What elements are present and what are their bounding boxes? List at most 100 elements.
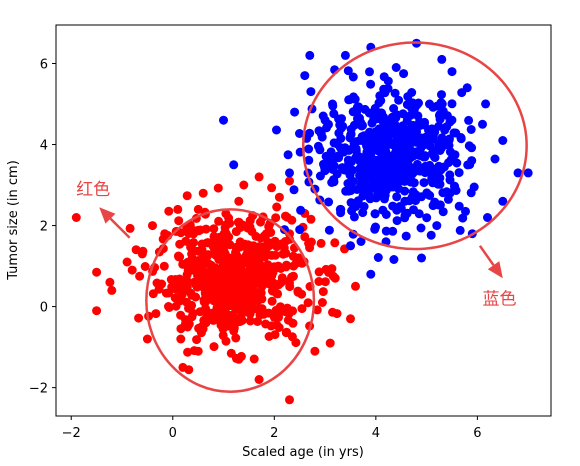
- x-tick-label: 0: [169, 426, 177, 441]
- data-point: [366, 269, 376, 279]
- x-tick-label: 4: [372, 426, 380, 441]
- data-point: [272, 202, 282, 212]
- data-point: [454, 168, 464, 178]
- data-point: [332, 309, 342, 319]
- data-point: [324, 225, 334, 235]
- data-point: [490, 154, 500, 164]
- data-point: [362, 182, 372, 192]
- data-point: [224, 298, 234, 308]
- data-point: [232, 250, 241, 260]
- data-point: [296, 205, 306, 215]
- data-point: [391, 63, 401, 72]
- data-point: [435, 173, 445, 183]
- data-point: [281, 262, 291, 272]
- data-point: [450, 181, 459, 191]
- data-point: [135, 271, 145, 281]
- annotation-arrow-shaft: [478, 245, 495, 266]
- data-point: [445, 188, 455, 198]
- data-point: [344, 95, 354, 105]
- data-point: [358, 174, 368, 184]
- data-point: [346, 241, 355, 251]
- data-point: [271, 213, 281, 223]
- data-point: [330, 238, 340, 248]
- data-point: [406, 177, 416, 187]
- data-point: [343, 155, 353, 165]
- data-point: [478, 119, 487, 129]
- data-point: [127, 265, 137, 275]
- data-point: [312, 305, 322, 315]
- y-axis-ticks: −2 0 2 4 6: [29, 57, 56, 397]
- data-point: [434, 200, 444, 210]
- annotation-arrow-shaft: [109, 217, 131, 239]
- data-point: [264, 332, 274, 341]
- data-point: [176, 310, 186, 320]
- data-point: [238, 304, 248, 314]
- data-point: [376, 114, 386, 124]
- data-point: [209, 342, 219, 352]
- data-point: [278, 249, 288, 259]
- points-layer: [71, 38, 533, 405]
- data-point: [340, 50, 350, 60]
- data-point: [435, 114, 445, 124]
- data-point: [455, 225, 465, 235]
- data-point: [254, 172, 264, 182]
- data-point: [209, 224, 219, 234]
- data-point: [398, 109, 408, 119]
- data-point: [365, 67, 374, 77]
- data-point: [379, 163, 389, 173]
- data-point: [137, 249, 147, 259]
- data-point: [272, 125, 281, 135]
- annotation-arrow-head: [487, 261, 503, 279]
- data-point: [325, 338, 335, 348]
- data-point: [349, 212, 359, 222]
- data-point: [182, 191, 192, 201]
- data-point: [176, 228, 186, 238]
- data-point: [218, 330, 228, 340]
- data-point: [184, 319, 194, 329]
- data-point: [256, 217, 265, 227]
- data-point: [209, 231, 219, 241]
- data-point: [324, 197, 334, 207]
- data-point: [388, 226, 398, 236]
- data-point: [365, 127, 375, 137]
- annotation-arrow-head: [99, 207, 116, 224]
- data-point: [171, 275, 180, 284]
- data-point: [391, 149, 401, 159]
- data-point: [245, 316, 255, 326]
- data-point: [462, 83, 472, 93]
- data-point: [370, 103, 380, 113]
- data-point: [348, 72, 358, 82]
- annotation-label-1: 蓝色: [482, 290, 516, 310]
- data-point: [222, 239, 232, 249]
- data-point: [237, 259, 247, 269]
- data-point: [184, 303, 193, 313]
- data-point: [198, 255, 208, 265]
- data-point: [356, 237, 366, 246]
- data-point: [381, 149, 391, 159]
- data-point: [346, 314, 355, 324]
- data-point: [283, 150, 293, 160]
- data-point: [402, 208, 412, 218]
- data-point: [148, 221, 157, 231]
- data-point: [229, 160, 239, 170]
- data-point: [274, 312, 283, 322]
- data-point: [164, 206, 174, 216]
- data-point: [337, 114, 346, 124]
- data-point: [371, 222, 380, 232]
- data-point: [421, 161, 431, 171]
- data-point: [288, 318, 298, 328]
- data-point: [411, 147, 421, 157]
- data-point: [335, 143, 345, 153]
- data-point: [194, 226, 204, 236]
- data-point: [355, 164, 365, 174]
- data-point: [351, 153, 361, 163]
- data-point: [437, 99, 447, 109]
- data-point: [354, 102, 364, 112]
- data-point: [466, 125, 476, 134]
- data-point: [428, 102, 438, 112]
- data-point: [175, 239, 185, 249]
- data-point: [92, 267, 102, 277]
- data-point: [481, 99, 491, 109]
- data-point: [414, 98, 423, 108]
- data-point: [159, 261, 169, 271]
